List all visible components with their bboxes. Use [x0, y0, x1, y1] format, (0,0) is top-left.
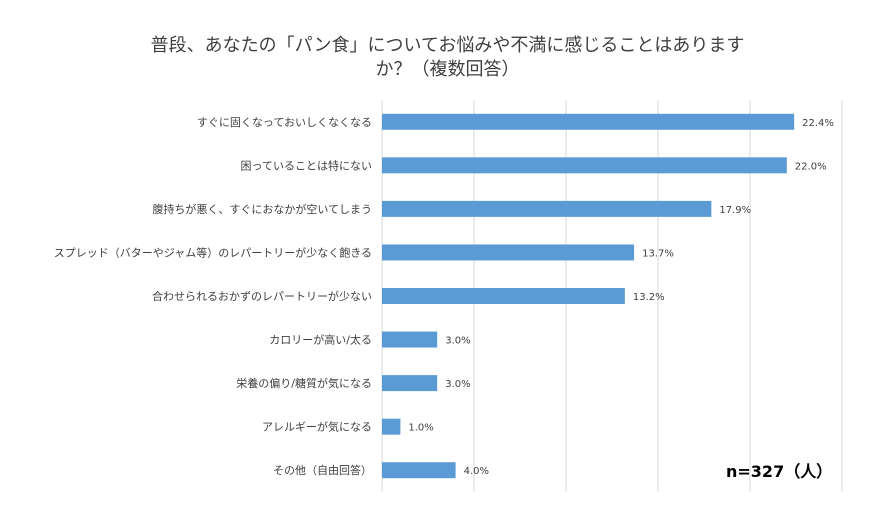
sample-size-note: n=327（人）: [726, 462, 833, 481]
data-label: 13.2%: [633, 292, 665, 303]
bar: [382, 200, 712, 217]
category-label: 困っていることは特にない: [241, 158, 372, 172]
bar: [382, 113, 795, 130]
data-label: 3.0%: [445, 336, 470, 347]
bar: [382, 462, 456, 479]
category-label: 腹持ちが悪く、すぐにおなかが空いてしまう: [152, 202, 372, 216]
category-label: カロリーが高い/太る: [269, 333, 372, 347]
bar: [382, 331, 438, 348]
bar: [382, 157, 787, 174]
data-label: 17.9%: [719, 205, 751, 216]
bar: [382, 244, 635, 261]
bar: [382, 375, 438, 392]
bar: [382, 418, 401, 435]
category-label: 栄養の偏り/糖質が気になる: [236, 376, 372, 390]
category-label: アレルギーが気になる: [262, 420, 372, 434]
data-label: 1.0%: [408, 423, 433, 434]
category-label: スプレッド（バターやジャム等）のレパートリーが少なく飽きる: [54, 245, 372, 259]
data-label: 13.7%: [642, 248, 674, 259]
chart-title: 普段、あなたの「パン食」についてお悩みや不満に感じることはあります か？（複数回…: [0, 34, 895, 82]
data-label: 3.0%: [445, 379, 470, 390]
data-label: 22.4%: [802, 118, 834, 129]
category-label: 合わせられるおかずのレパートリーが少ない: [152, 289, 372, 303]
category-label: すぐに固くなっておいしくなくなる: [197, 116, 372, 129]
data-label: 22.0%: [795, 161, 827, 172]
chart-title-line1: 普段、あなたの「パン食」についてお悩みや不満に感じることはあります: [150, 35, 745, 56]
category-label: その他（自由回答）: [273, 463, 372, 477]
data-label: 4.0%: [464, 466, 489, 477]
chart-title-line2: か？（複数回答）: [375, 59, 520, 80]
bar: [382, 288, 625, 304]
